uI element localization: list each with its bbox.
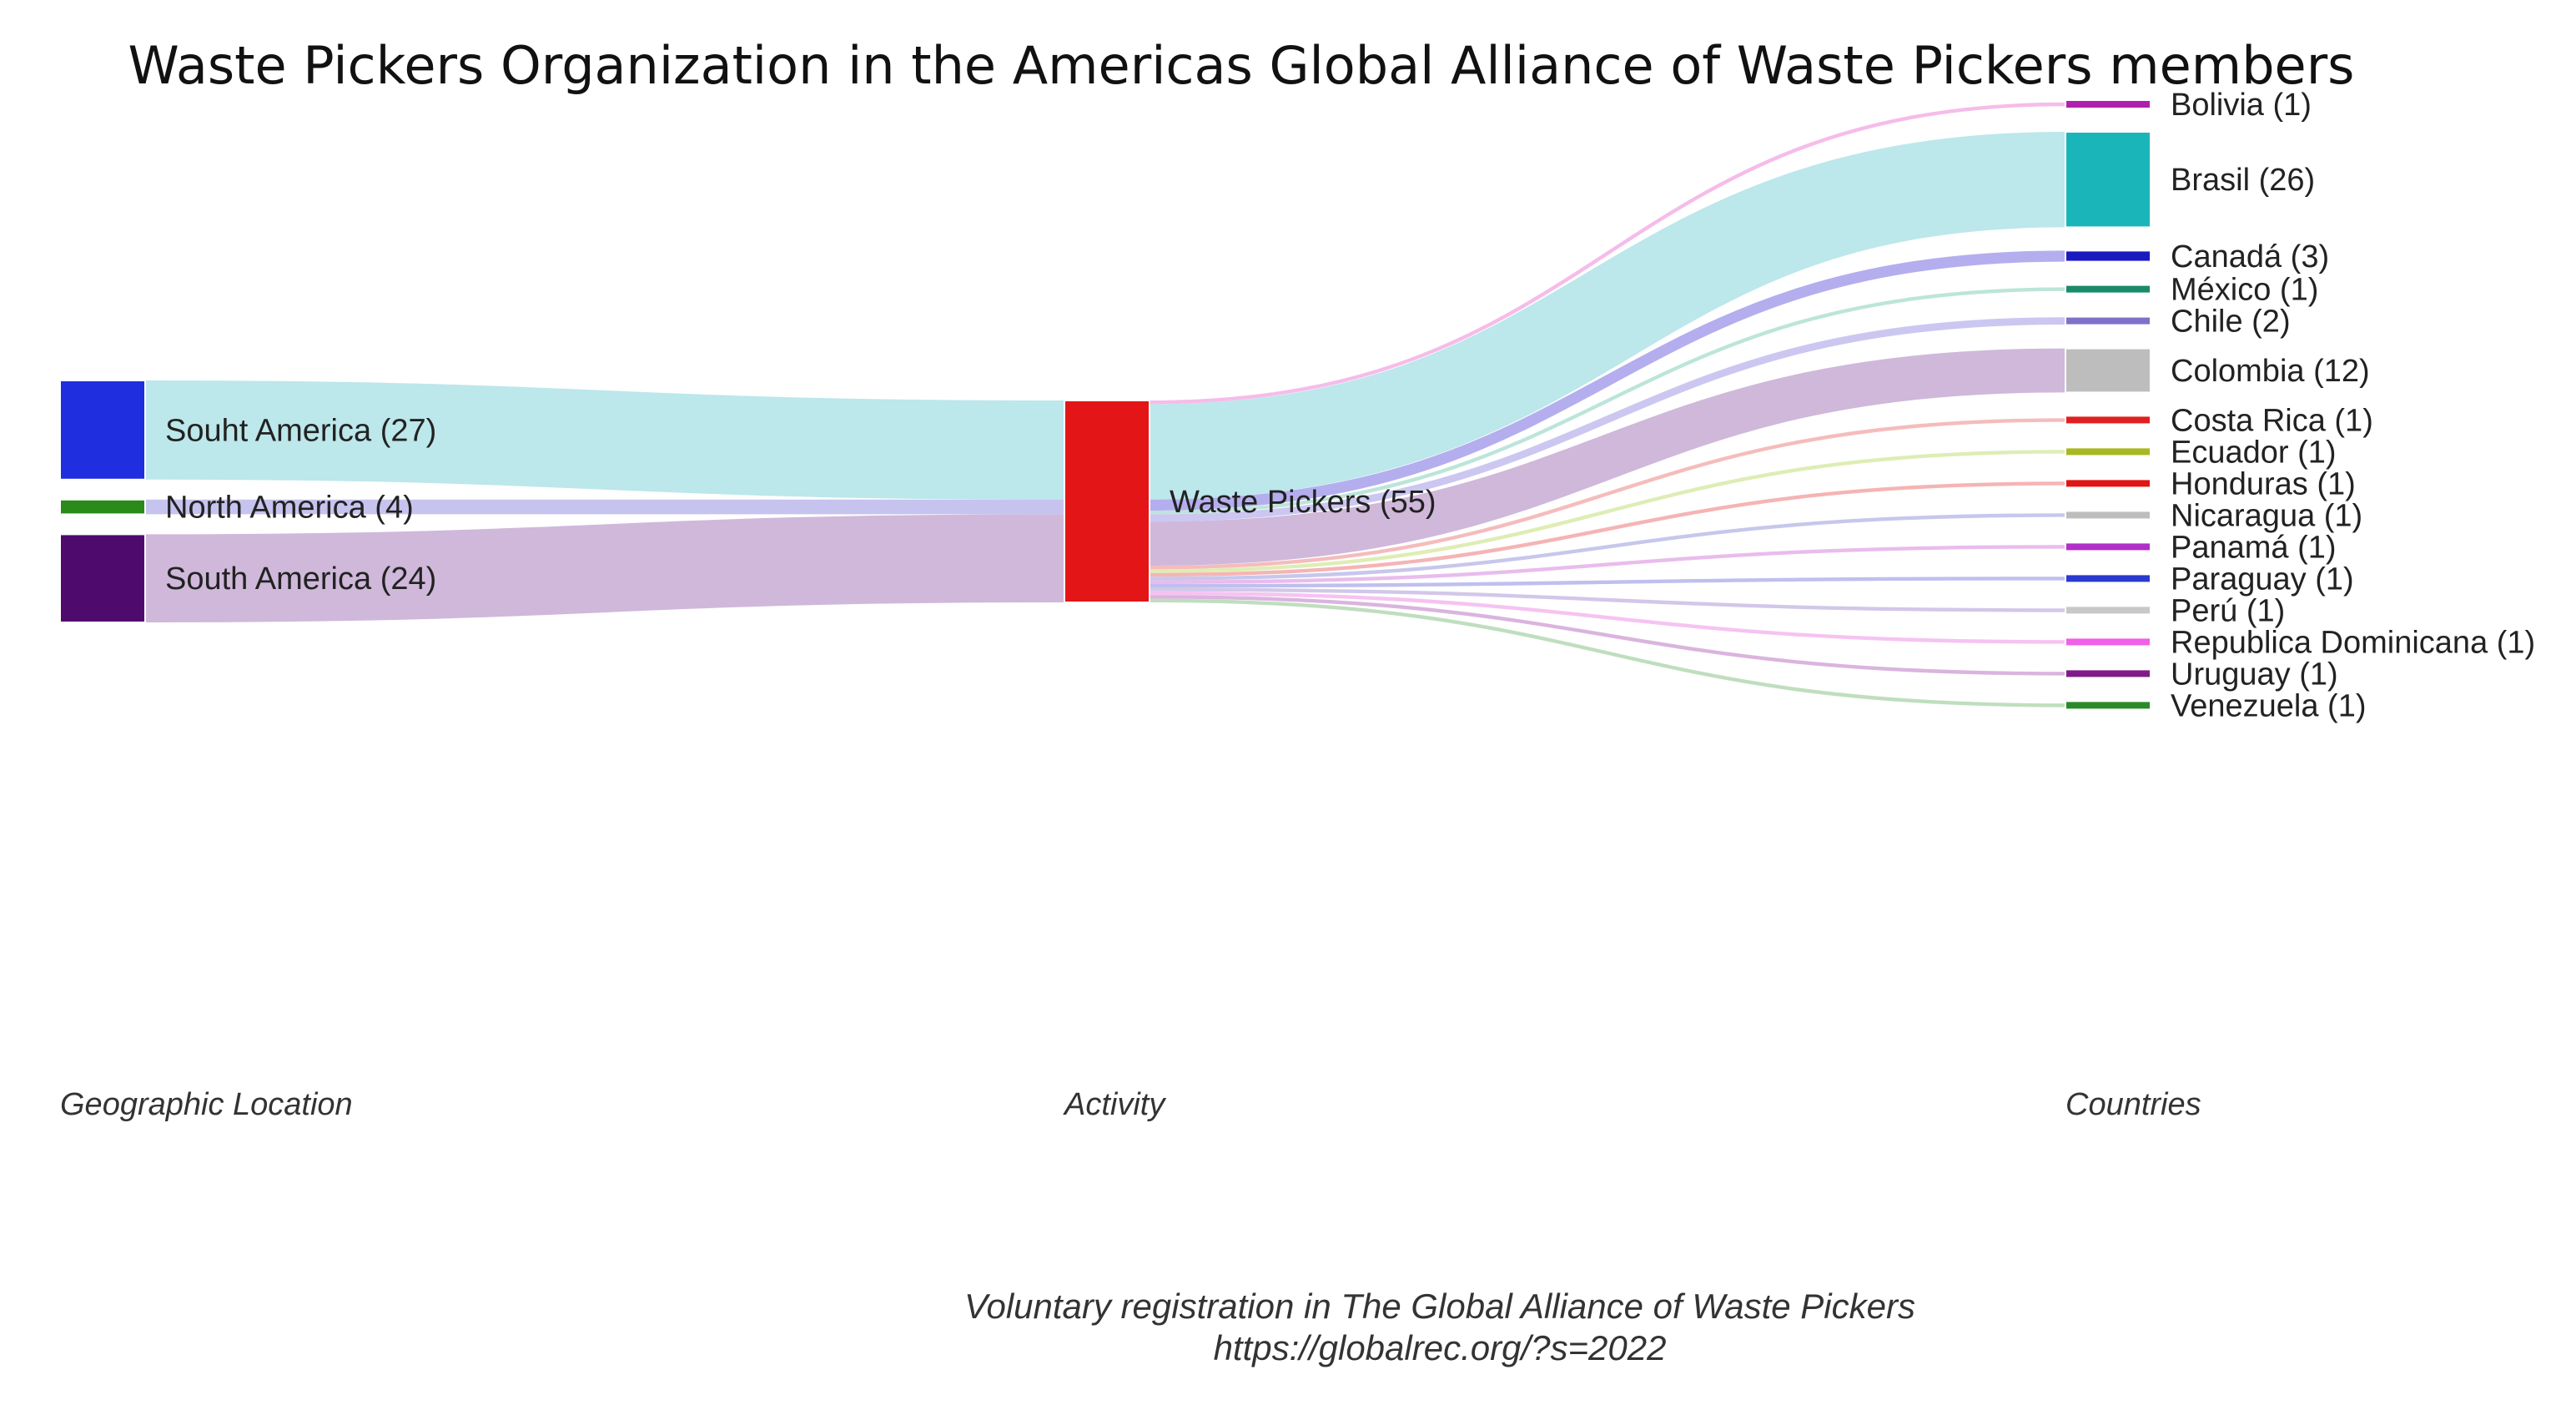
node-uruguay[interactable] <box>2065 668 2151 679</box>
column-label-countries: Countries <box>2065 1087 2201 1122</box>
node-label-mexico: México (1) <box>2171 273 2318 308</box>
node-label-republica-dominicana: Republica Dominicana (1) <box>2171 625 2535 660</box>
node-label-waste-pickers: Waste Pickers (55) <box>1170 485 1436 520</box>
node-souht-america[interactable] <box>59 380 146 481</box>
node-label-bolivia: Bolivia (1) <box>2171 88 2312 123</box>
node-mexico[interactable] <box>2065 284 2151 295</box>
link-waste-pickers-to-bolivia[interactable] <box>1149 102 2066 405</box>
node-label-colombia: Colombia (12) <box>2171 354 2370 389</box>
node-label-peru: Perú (1) <box>2171 593 2285 628</box>
node-chile[interactable] <box>2065 315 2151 326</box>
link-waste-pickers-to-paraguay[interactable] <box>1149 577 2066 588</box>
node-label-north-america: North America (4) <box>165 491 414 526</box>
link-waste-pickers-to-nicaragua[interactable] <box>1149 513 2066 581</box>
link-waste-pickers-to-brasil[interactable] <box>1149 132 2066 500</box>
node-label-chile: Chile (2) <box>2171 305 2291 340</box>
node-label-south-america: South America (24) <box>165 561 436 597</box>
link-waste-pickers-to-honduras[interactable] <box>1149 481 2066 577</box>
link-waste-pickers-to-canada[interactable] <box>1149 250 2066 511</box>
links-layer <box>144 102 2066 708</box>
chart-title: Waste Pickers Organization in the Americ… <box>128 35 2355 96</box>
column-label-geographic-location: Geographic Location <box>60 1087 353 1122</box>
node-label-uruguay: Uruguay (1) <box>2171 657 2338 692</box>
link-waste-pickers-to-costa-rica[interactable] <box>1149 418 2066 570</box>
link-waste-pickers-to-republica-dominicana[interactable] <box>1149 591 2066 644</box>
node-label-costa-rica: Costa Rica (1) <box>2171 403 2373 438</box>
labels-layer: Souht America (27) North America (4) South… <box>165 88 2535 723</box>
source-note-line-2: https://globalrec.org/?s=2022 <box>1214 1328 1667 1367</box>
node-label-nicaragua: Nicaragua (1) <box>2171 498 2362 533</box>
node-honduras[interactable] <box>2065 478 2151 489</box>
source-note-line-1: Voluntary registration in The Global All… <box>964 1287 1915 1326</box>
node-colombia[interactable] <box>2065 347 2151 394</box>
link-waste-pickers-to-chile[interactable] <box>1149 317 2066 522</box>
node-label-souht-america: Souht America (27) <box>165 413 436 448</box>
node-paraguay[interactable] <box>2065 573 2151 584</box>
link-waste-pickers-to-colombia[interactable] <box>1149 348 2066 566</box>
node-label-venezuela: Venezuela (1) <box>2171 688 2367 723</box>
link-south-america-to-waste-pickers[interactable] <box>144 514 1065 622</box>
link-waste-pickers-to-peru[interactable] <box>1149 587 2066 612</box>
node-canada[interactable] <box>2065 249 2151 263</box>
node-peru[interactable] <box>2065 605 2151 616</box>
node-costa-rica[interactable] <box>2065 415 2151 426</box>
link-waste-pickers-to-panama[interactable] <box>1149 545 2066 584</box>
node-venezuela[interactable] <box>2065 700 2151 711</box>
node-label-canada: Canadá (3) <box>2171 239 2329 274</box>
link-waste-pickers-to-venezuela[interactable] <box>1149 598 2066 708</box>
node-north-america[interactable] <box>59 498 146 516</box>
link-waste-pickers-to-mexico[interactable] <box>1149 287 2066 515</box>
node-panama[interactable] <box>2065 541 2151 552</box>
node-nicaragua[interactable] <box>2065 510 2151 521</box>
nodes-layer <box>59 99 2151 711</box>
node-label-honduras: Honduras (1) <box>2171 466 2356 501</box>
link-souht-america-to-waste-pickers[interactable] <box>144 380 1065 500</box>
node-ecuador[interactable] <box>2065 446 2151 457</box>
node-brasil[interactable] <box>2065 131 2151 229</box>
node-label-paraguay: Paraguay (1) <box>2171 561 2354 597</box>
node-label-panama: Panamá (1) <box>2171 530 2337 565</box>
column-label-activity: Activity <box>1063 1087 1166 1122</box>
node-republica-dominicana[interactable] <box>2065 637 2151 647</box>
node-south-america[interactable] <box>59 533 146 624</box>
node-label-ecuador: Ecuador (1) <box>2171 435 2337 470</box>
link-waste-pickers-to-uruguay[interactable] <box>1149 595 2066 676</box>
node-waste-pickers[interactable] <box>1064 400 1150 603</box>
link-waste-pickers-to-ecuador[interactable] <box>1149 450 2066 573</box>
node-label-brasil: Brasil (26) <box>2171 163 2315 198</box>
node-bolivia[interactable] <box>2065 99 2151 109</box>
